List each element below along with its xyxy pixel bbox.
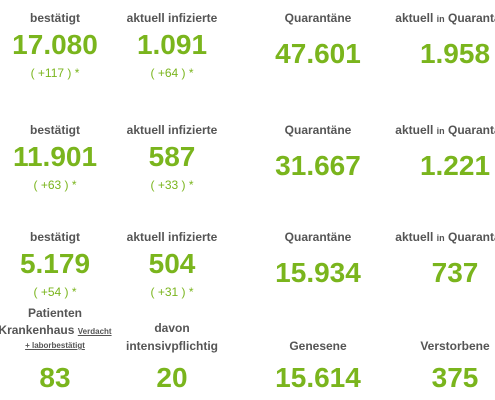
cell-value: 1.221 [419, 150, 491, 181]
cell-label: bestätigt [29, 123, 80, 137]
cell-change: ( +54 ) * [33, 285, 77, 299]
cell-value: 17.080 [12, 29, 98, 60]
label-part: aktuell [395, 11, 434, 25]
cell-label: aktuell in Quarantäne [385, 11, 495, 26]
cell-value: 15.614 [275, 362, 361, 393]
cell-change: ( +117 ) * [30, 66, 80, 80]
cell-value: 504 [148, 248, 196, 279]
cell-label: Genesene [289, 339, 347, 353]
cell-value: 1.091 [136, 29, 208, 60]
label-part: aktuell [395, 230, 434, 244]
cell-label: Krankenhaus Verdacht [0, 323, 112, 337]
cell-label: davon [154, 321, 190, 335]
label-part: aktuell [395, 123, 434, 137]
cell-value: 11.901 [12, 141, 98, 172]
cell-value: 1.958 [419, 38, 491, 69]
cell-label: Patienten [27, 306, 82, 320]
cell-value: 20 [156, 362, 188, 393]
cell-label: aktuell infizierte [126, 230, 218, 244]
cell-change: ( +33 ) * [150, 178, 194, 192]
cell-label: Quarantäne [284, 230, 352, 244]
cell-change: ( +63 ) * [33, 178, 77, 192]
cell-value: 31.667 [275, 150, 361, 181]
cell-value: 5.179 [19, 248, 91, 279]
cell-value: 47.601 [275, 38, 361, 69]
cell-label: Quarantäne [284, 123, 352, 137]
cell-value: 83 [39, 362, 71, 393]
cell-label: bestätigt [29, 11, 80, 25]
label-note: + laborbestätigt [25, 341, 85, 350]
label-note: Verdacht [77, 327, 112, 336]
cell-value: 15.934 [275, 257, 361, 288]
cell-change: ( +64 ) * [150, 66, 194, 80]
cell-label: bestätigt [29, 230, 80, 244]
cell-label: aktuell in Quarantäne [385, 123, 495, 138]
cell-label: Verstorbene [420, 339, 490, 353]
label-part: in [436, 233, 445, 243]
label-part: in [436, 14, 445, 24]
cell-value: 375 [431, 362, 479, 393]
label-part: Quarantäne [448, 230, 495, 244]
cell-change: ( +31 ) * [150, 285, 194, 299]
cell-label: intensivpflichtig [125, 339, 218, 353]
cell-label: aktuell in Quarantäne [385, 230, 495, 245]
cell-label: aktuell infizierte [126, 123, 218, 137]
cell-label: aktuell infizierte [126, 11, 218, 25]
label-part: in [436, 126, 445, 136]
label-part: Quarantäne [448, 123, 495, 137]
label-part: Quarantäne [448, 11, 495, 25]
cell-label: Quarantäne [284, 11, 352, 25]
cell-value: 737 [431, 257, 479, 288]
cell-value: 587 [148, 141, 196, 172]
